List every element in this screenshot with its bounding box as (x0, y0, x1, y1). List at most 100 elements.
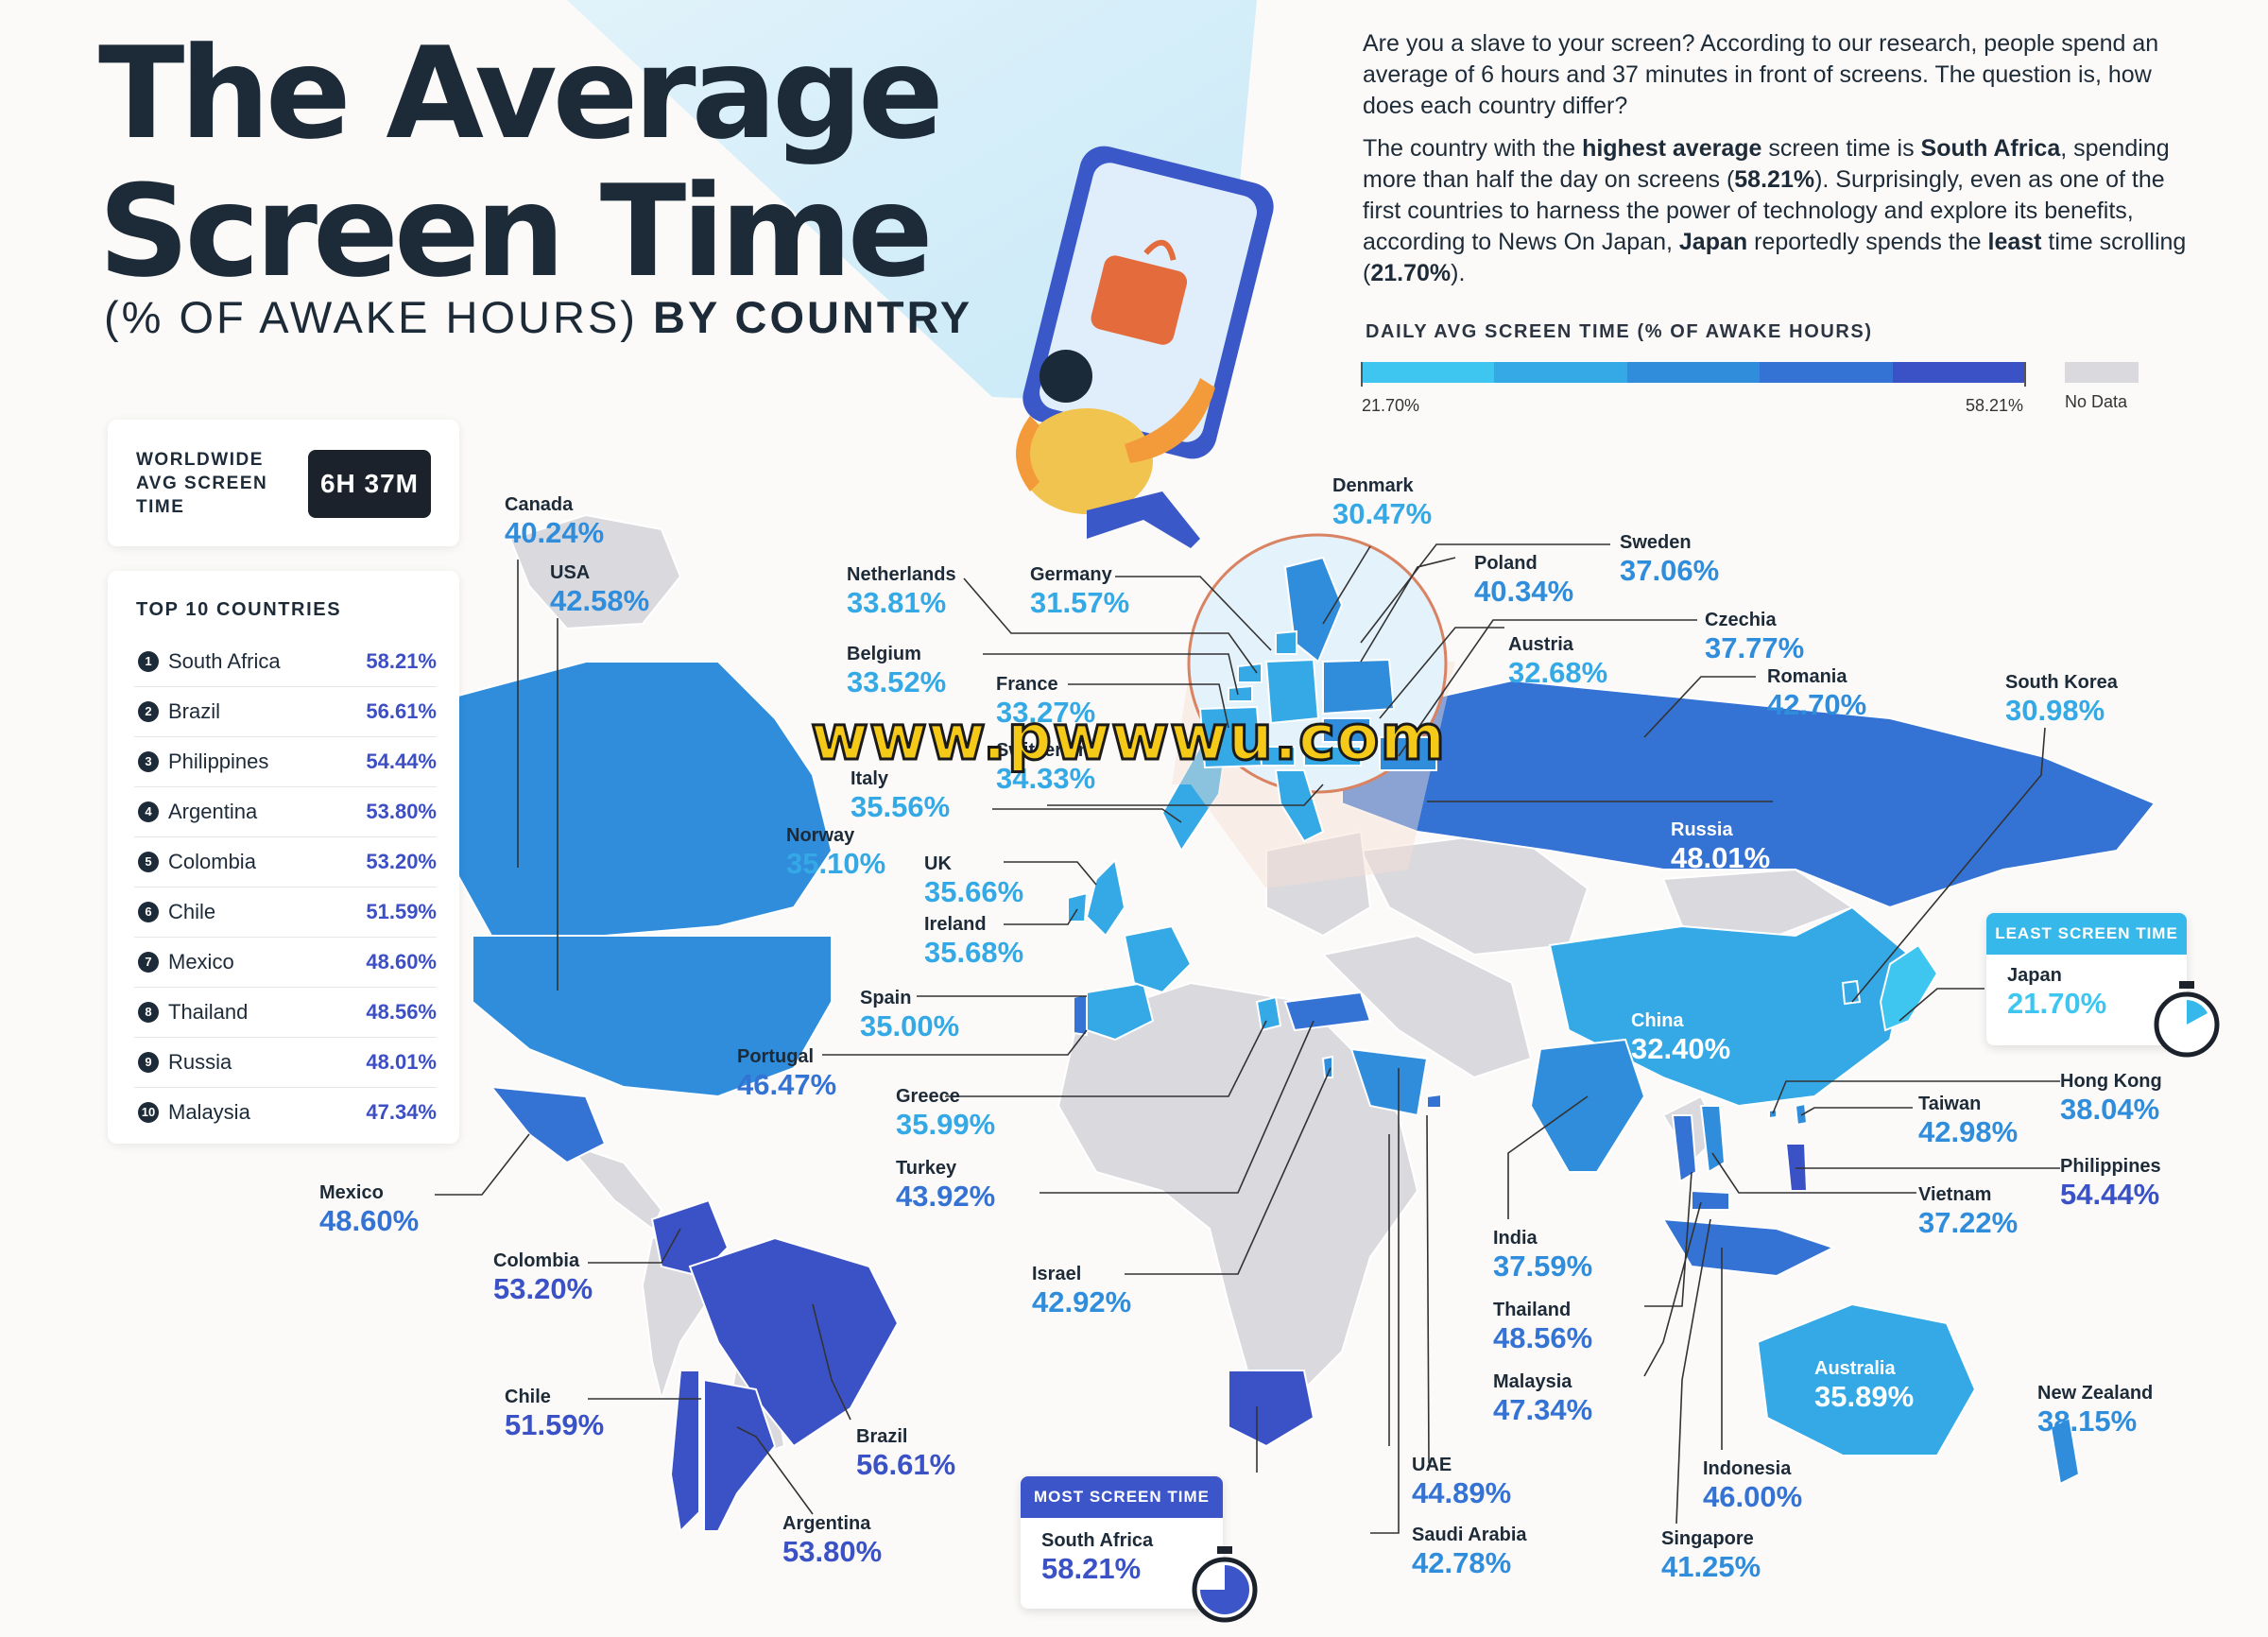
rank-badge: 9 (138, 1052, 159, 1073)
label-uk: UK 35.66% (924, 853, 1024, 908)
top-10-value: 51.59% (366, 900, 437, 923)
worldwide-average-card: WORLDWIDE AVG SCREEN TIME 6H 37M (108, 420, 459, 546)
country-shape (472, 935, 833, 1098)
top-10-value: 58.21% (366, 649, 437, 673)
top-10-country: Brazil (168, 699, 221, 723)
country-shape (1671, 1114, 1698, 1183)
label-germany: Germany 31.57% (1030, 564, 1130, 619)
label-saudi-arabia: Saudi Arabia 42.78% (1412, 1525, 1527, 1579)
phone-illustration (1016, 146, 1274, 548)
rank-badge: 1 (138, 651, 159, 672)
legend-title: DAILY AVG SCREEN TIME (% OF AWAKE HOURS) (1366, 321, 1873, 342)
country-shape (1426, 1093, 1442, 1109)
page-title: The Average Screen Time (98, 20, 944, 305)
no-data-region (1320, 934, 1533, 1079)
country-shape (1322, 658, 1396, 715)
most-screen-time-callout: MOST SCREEN TIME South Africa 58.21% (1021, 1476, 1223, 1609)
top-10-row: 5 Colombia 53.20% (134, 837, 437, 887)
country-shape (1349, 1047, 1429, 1117)
label-mexico: Mexico 48.60% (319, 1182, 420, 1237)
rank-badge: 6 (138, 902, 159, 922)
top-10-country: Colombia (168, 850, 256, 873)
legend-no-data-swatch (2065, 362, 2139, 383)
label-sweden: Sweden 37.06% (1620, 532, 1720, 587)
least-screen-time-heading: LEAST SCREEN TIME (1986, 913, 2187, 955)
country-shape (1123, 924, 1193, 994)
top-10-row: 3 Philippines 54.44% (134, 737, 437, 787)
country-shape (1237, 662, 1263, 683)
rank-badge: 3 (138, 751, 159, 772)
top-10-title: TOP 10 COUNTRIES (136, 599, 342, 620)
label-austria: Austria 32.68% (1508, 634, 1608, 689)
no-data-region (1265, 830, 1372, 938)
label-france: France 33.27% (996, 674, 1096, 729)
label-south-korea: South Korea 30.98% (2005, 672, 2118, 727)
label-uae: UAE 44.89% (1412, 1455, 1512, 1509)
country-shape (1322, 717, 1371, 743)
label-taiwan: Taiwan 42.98% (1918, 1094, 2019, 1148)
legend-tick (1361, 362, 1363, 387)
country-shape (1699, 1105, 1727, 1174)
top-10-row: 8 Thailand 48.56% (134, 988, 437, 1038)
legend-color-scale (1361, 362, 2026, 383)
label-brazil: Brazil 56.61% (856, 1426, 956, 1481)
stopwatch-icon (1192, 1546, 1258, 1623)
top-10-country: Argentina (168, 800, 258, 823)
top-10-country: Russia (168, 1050, 232, 1074)
label-portugal: Portugal 46.47% (737, 1046, 837, 1101)
label-czechia: Czechia 37.77% (1705, 610, 1805, 664)
label-italy: Italy 35.56% (850, 768, 951, 823)
top-10-row: 9 Russia 48.01% (134, 1038, 437, 1088)
top-10-value: 48.01% (366, 1050, 437, 1074)
no-data-region (1057, 981, 1419, 1391)
label-south-africa: South Africa 58.21% (1041, 1530, 1154, 1585)
worldwide-value: 6H 37M (308, 450, 431, 518)
country-shape (1255, 995, 1282, 1032)
label-argentina: Argentina 53.80% (782, 1513, 883, 1568)
legend-color-step (1493, 362, 1627, 383)
top-10-row: 1 South Africa 58.21% (134, 637, 437, 687)
country-shape (1529, 1038, 1646, 1173)
least-screen-time-callout: LEAST SCREEN TIME Japan 21.70% (1986, 913, 2187, 1045)
most-screen-time-heading: MOST SCREEN TIME (1021, 1476, 1223, 1518)
legend-color-step (1760, 362, 1894, 383)
label-india: India 37.59% (1493, 1228, 1593, 1283)
label-switzerland: Switzerland 34.33% (996, 740, 1102, 795)
label-malaysia: Malaysia 47.34% (1493, 1371, 1593, 1426)
rank-badge: 2 (138, 701, 159, 722)
legend-tick (2024, 362, 2026, 387)
label-japan: Japan 21.70% (2007, 965, 2107, 1020)
label-thailand: Thailand 48.56% (1493, 1300, 1593, 1354)
country-shape (1321, 1055, 1333, 1078)
legend-color-step (1626, 362, 1761, 383)
top-10-value: 54.44% (366, 750, 437, 773)
top-10-value: 53.80% (366, 800, 437, 823)
top-10-value: 53.20% (366, 850, 437, 873)
country-shape (443, 661, 833, 937)
country-shape (1228, 684, 1253, 702)
watermark: www.pwwwu.com (809, 700, 1447, 776)
label-turkey: Turkey 43.92% (896, 1158, 996, 1213)
legend-color-step (1893, 362, 2026, 383)
rank-badge: 5 (138, 852, 159, 872)
top-10-value: 48.56% (366, 1000, 437, 1024)
country-shape (1067, 891, 1089, 922)
worldwide-label: WORLDWIDE AVG SCREEN TIME (136, 450, 268, 517)
country-shape (1661, 1217, 1836, 1278)
label-china: China 32.40% (1631, 1010, 1731, 1065)
top-10-country: Malaysia (168, 1100, 250, 1124)
label-romania: Romania 42.70% (1767, 666, 1867, 721)
legend-color-step (1361, 362, 1494, 383)
no-data-region (508, 513, 682, 630)
legend-no-data-label: No Data (2065, 392, 2128, 411)
country-shape (1283, 556, 1344, 663)
country-shape (703, 1378, 777, 1532)
legend-min-label: 21.70% (1362, 396, 1420, 415)
label-israel: Israel 42.92% (1032, 1264, 1132, 1318)
top-10-value: 48.60% (366, 950, 437, 974)
country-shape (1198, 705, 1263, 769)
top-10-row: 7 Mexico 48.60% (134, 938, 437, 988)
top-10-value: 47.34% (366, 1100, 437, 1124)
country-shape (1379, 736, 1437, 771)
